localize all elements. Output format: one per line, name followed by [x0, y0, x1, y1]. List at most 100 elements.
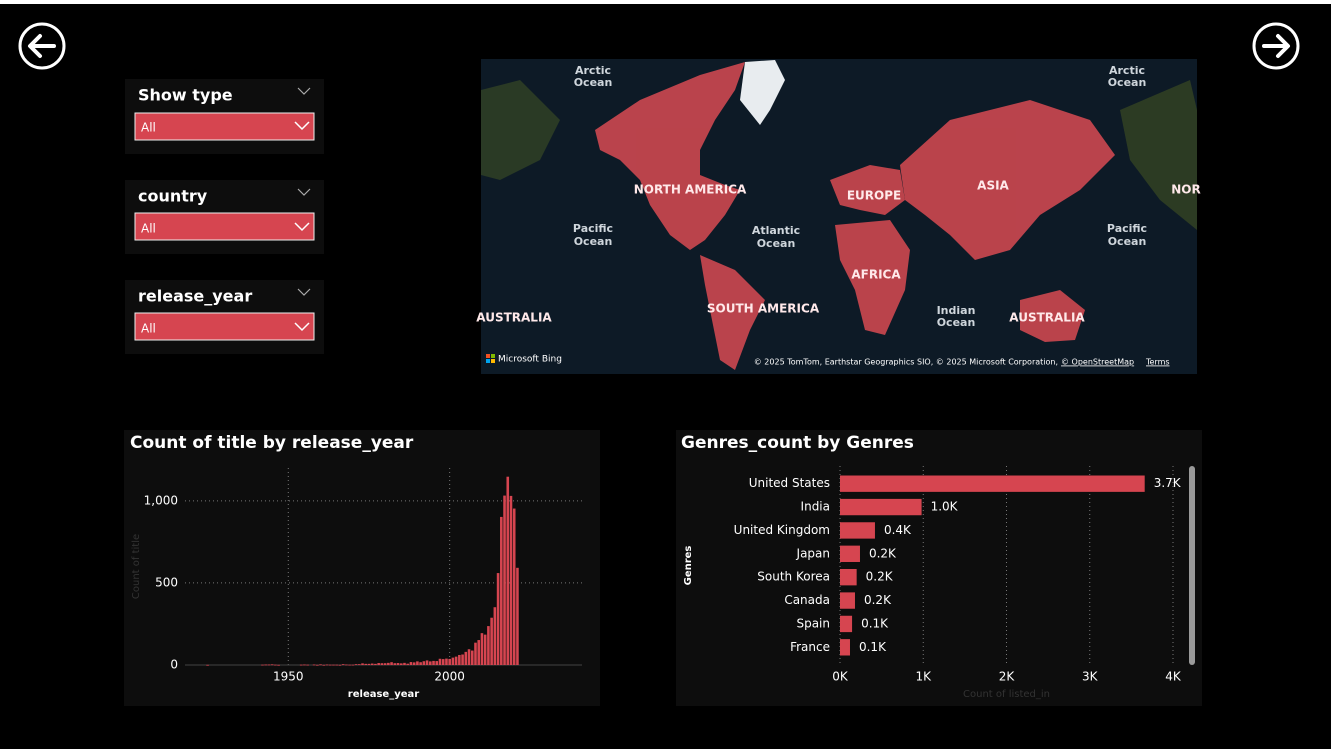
bar — [438, 658, 442, 665]
map-label: NOR — [1171, 183, 1200, 197]
map-provider: Microsoft Bing — [498, 355, 562, 365]
bar — [464, 651, 468, 665]
y-tick-label: France — [790, 640, 830, 654]
dropdown-chevron — [294, 322, 310, 332]
dropdown[interactable] — [134, 212, 315, 241]
slicer-title: Show type — [138, 86, 233, 105]
bar — [416, 661, 419, 665]
bar — [435, 661, 439, 665]
bar — [383, 663, 387, 665]
map-label: AFRICA — [851, 268, 901, 282]
map-label: AUSTRALIA — [1009, 311, 1085, 325]
bar — [299, 664, 303, 666]
map-label: Ocean — [574, 235, 613, 248]
map-label: Arctic — [575, 64, 611, 77]
next-button[interactable] — [1252, 22, 1300, 70]
bar — [422, 661, 426, 665]
bar — [429, 661, 432, 665]
bar — [840, 545, 860, 562]
bar — [345, 664, 348, 666]
data-label: 3.7K — [1154, 476, 1182, 490]
dropdown[interactable] — [134, 112, 315, 141]
bar — [840, 475, 1145, 492]
bar — [441, 659, 445, 665]
bing-logo — [486, 354, 490, 358]
bar — [325, 664, 329, 666]
bar — [467, 649, 471, 665]
y-axis-title: Count of title — [131, 534, 142, 599]
bar — [483, 634, 487, 665]
map-ocean — [481, 59, 1197, 374]
bar — [370, 663, 374, 665]
x-tick-label: 0K — [832, 670, 849, 684]
y-tick-label: South Korea — [757, 570, 830, 584]
bar — [406, 663, 409, 665]
bar — [503, 495, 506, 665]
map-label: Atlantic — [752, 224, 800, 237]
bar — [354, 664, 358, 665]
map-countries — [595, 62, 1115, 370]
bar — [403, 662, 406, 665]
slicer: country All — [125, 180, 324, 254]
bar — [322, 664, 326, 666]
bar — [261, 664, 264, 666]
bar — [316, 664, 319, 666]
x-axis-title: release_year — [348, 689, 419, 700]
bar — [840, 498, 922, 516]
back-button[interactable] — [18, 22, 66, 70]
bar — [396, 663, 400, 665]
map-label: AUSTRALIA — [476, 311, 552, 325]
scrollbar[interactable] — [1189, 466, 1195, 665]
y-tick-label: Japan — [796, 546, 830, 560]
map-link[interactable]: Terms — [1145, 358, 1170, 367]
bar — [445, 658, 448, 665]
map-land — [481, 80, 560, 180]
bar — [425, 660, 429, 665]
bar — [840, 592, 855, 609]
bar — [277, 664, 280, 666]
dropdown[interactable] — [134, 312, 315, 341]
y-tick-label: 1,000 — [144, 493, 178, 507]
bar — [319, 664, 322, 666]
bing-logo — [491, 354, 495, 358]
bar — [458, 654, 461, 665]
bar — [496, 573, 500, 665]
y-tick-label: 0 — [170, 658, 178, 672]
bar — [451, 657, 455, 665]
map-label: NORTH AMERICA — [634, 183, 747, 197]
bar — [377, 663, 380, 665]
bar — [335, 664, 338, 666]
greenland — [740, 60, 785, 125]
y-tick-label: United Kingdom — [734, 523, 830, 537]
slicer-chevron — [297, 87, 311, 95]
bar — [264, 664, 267, 666]
data-label: 1.0K — [931, 500, 959, 514]
bar — [487, 626, 490, 665]
slicer: release_year All — [125, 280, 324, 354]
slicer-chevron — [297, 188, 311, 196]
map-label: Ocean — [1108, 76, 1147, 89]
dropdown-chevron — [294, 121, 310, 131]
bar — [328, 664, 332, 666]
bar — [448, 658, 451, 665]
y-axis-title: Genres — [683, 546, 694, 586]
bar — [358, 664, 361, 665]
map[interactable]: Arctic Ocean Arctic Ocean NORTH AMERICA … — [476, 59, 1201, 374]
map-link[interactable]: © OpenStreetMap — [1061, 358, 1134, 367]
bar — [500, 516, 503, 665]
dropdown-value: All — [141, 121, 156, 135]
bar — [338, 664, 342, 666]
slicer-chevron — [297, 288, 311, 296]
slicer: Show type All — [125, 79, 324, 154]
bar — [509, 495, 513, 665]
map-label: ASIA — [977, 179, 1009, 193]
chart-title: Count of title by release_year — [130, 433, 414, 453]
x-tick-label: 4K — [1165, 670, 1182, 684]
x-tick-label: 2000 — [434, 670, 465, 684]
bar — [303, 664, 306, 666]
bar — [419, 662, 422, 665]
bar — [393, 663, 397, 665]
y-tick-label: Spain — [796, 616, 830, 630]
bar — [306, 664, 309, 666]
